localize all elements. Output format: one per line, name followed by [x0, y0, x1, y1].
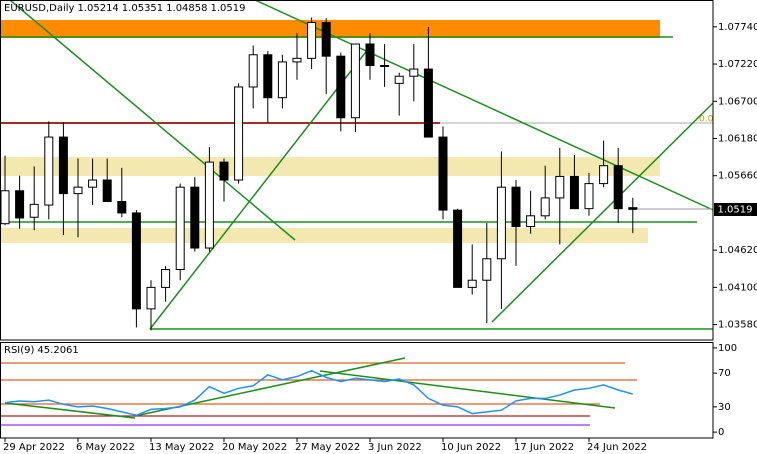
candle-body: [292, 57, 302, 63]
x-tick-label: 24 Jun 2022: [587, 442, 647, 453]
candle-body: [380, 64, 390, 67]
chart-header: EURUSD,Daily 1.05214 1.05351 1.04858 1.0519: [4, 3, 249, 14]
x-tick-label: 6 May 2022: [76, 442, 135, 453]
y-tick-label: 1.04620: [718, 245, 757, 256]
x-tick-label: 10 Jun 2022: [441, 442, 501, 453]
candle-body: [234, 86, 244, 181]
candle-body: [365, 43, 375, 66]
candle-body: [350, 43, 360, 119]
rsi-header: RSI(9) 45.2061: [4, 345, 82, 356]
rsi-name: RSI(9): [4, 345, 35, 356]
candle-body: [307, 22, 317, 59]
y-tick-label: 1.04100: [718, 282, 757, 293]
price-panel-frame: [0, 0, 714, 341]
candle-body: [613, 165, 623, 210]
candle-body: [277, 61, 287, 99]
candle-body: [628, 207, 638, 210]
candle-body: [584, 183, 594, 210]
trend-line: [254, 0, 714, 211]
y-tick-label: 70: [718, 368, 731, 379]
candle-body: [15, 190, 25, 219]
candle-body: [409, 68, 419, 77]
candle-body: [190, 186, 200, 249]
supply-zone: [0, 157, 660, 176]
candle-body: [540, 197, 550, 217]
fibo-label: 0.0: [699, 115, 714, 125]
x-tick-label: 3 Jun 2022: [368, 442, 422, 453]
chart-title: EURUSD,Daily: [4, 3, 75, 14]
y-tick-label: 1.06180: [718, 134, 757, 145]
candle-body: [423, 68, 433, 138]
current-price-box: [714, 203, 757, 216]
candle-body: [569, 175, 579, 210]
candle-body: [555, 175, 565, 199]
candle-body: [204, 161, 214, 249]
candle-body: [161, 268, 171, 288]
rsi-panel-frame: [0, 342, 714, 439]
candle-body: [146, 286, 156, 310]
candle-body: [58, 136, 68, 195]
candle-body: [526, 215, 536, 228]
candle-body: [453, 209, 463, 288]
rsi-last: 45.2061: [37, 345, 79, 356]
current-price-label: 1.0519: [718, 205, 753, 216]
rsi-trend-line: [319, 370, 616, 409]
x-tick-label: 13 May 2022: [149, 442, 214, 453]
x-tick-label: 29 Apr 2022: [3, 442, 65, 453]
high-value: 1.05351: [121, 3, 164, 14]
candle-body: [482, 258, 492, 281]
rsi-trend-line: [4, 402, 136, 419]
candle-body: [496, 186, 506, 260]
y-tick-label: 1.05660: [718, 171, 757, 182]
open-value: 1.05214: [77, 3, 119, 14]
x-tick-label: 20 May 2022: [222, 442, 287, 453]
y-tick-label: 0: [718, 427, 724, 438]
trend-line: [491, 102, 714, 323]
close-value: 1.0519: [210, 3, 246, 14]
candle-body: [321, 22, 331, 57]
candle-body: [0, 190, 10, 225]
rsi-line: [4, 369, 633, 417]
candle-body: [131, 212, 141, 310]
candle-body: [44, 136, 54, 206]
candle-body: [394, 75, 404, 84]
y-tick-label: 30: [718, 402, 731, 413]
candle-body: [73, 186, 83, 195]
low-value: 1.04858: [166, 3, 208, 14]
x-tick-label: 27 May 2022: [295, 442, 360, 453]
candle-body: [599, 165, 609, 185]
candle-body: [175, 186, 185, 270]
drawings: 0.0: [0, 0, 714, 426]
trend-line: [149, 43, 373, 330]
y-tick-label: 1.07740: [718, 22, 757, 33]
candle-body: [102, 179, 112, 202]
trend-line: [9, 0, 296, 241]
candle-body: [219, 161, 229, 181]
y-tick-label: 1.07220: [718, 59, 757, 70]
y-tick-label: 1.06700: [718, 96, 757, 107]
candle-body: [467, 279, 477, 288]
y-tick-label: 1.03580: [718, 320, 757, 331]
candle-body: [29, 203, 39, 218]
candle-body: [117, 200, 127, 214]
y-tick-label: 100: [718, 343, 737, 354]
candle-body: [248, 54, 258, 88]
candle-body: [511, 186, 521, 228]
candle-body: [336, 55, 346, 119]
demand-zone: [0, 228, 648, 243]
candle-body: [88, 179, 98, 188]
candle-body: [263, 54, 273, 99]
candle-body: [438, 136, 448, 211]
x-tick-label: 17 Jun 2022: [514, 442, 574, 453]
